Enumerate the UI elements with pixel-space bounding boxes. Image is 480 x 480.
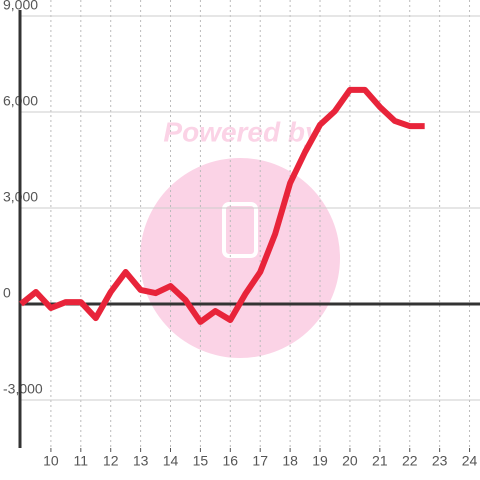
data-line — [19, 86, 425, 325]
y-tick-label: 9,000 — [3, 0, 38, 13]
x-tick-label: 11 — [74, 453, 89, 469]
x-tick-label: 21 — [372, 453, 388, 469]
x-tick-label: 16 — [223, 453, 239, 469]
watermark-icon — [222, 202, 258, 258]
x-tick-label: 23 — [432, 453, 448, 469]
x-tick-label: 12 — [103, 453, 119, 469]
x-tick-label: 22 — [402, 453, 418, 469]
x-tick-label: 20 — [342, 453, 358, 469]
x-tick-label: 24 — [462, 453, 478, 469]
y-tick-label: 0 — [3, 285, 11, 301]
x-tick-label: 19 — [312, 453, 328, 469]
x-tick-label: 17 — [252, 453, 268, 469]
y-tick-label: -3,000 — [3, 381, 43, 397]
x-tick-label: 18 — [282, 453, 298, 469]
x-tick-label: 14 — [163, 453, 179, 469]
x-tick-label: 15 — [193, 453, 209, 469]
watermark-text: Powered by — [163, 116, 322, 147]
x-tick-label: 10 — [43, 453, 59, 469]
x-tick-label: 13 — [133, 453, 149, 469]
